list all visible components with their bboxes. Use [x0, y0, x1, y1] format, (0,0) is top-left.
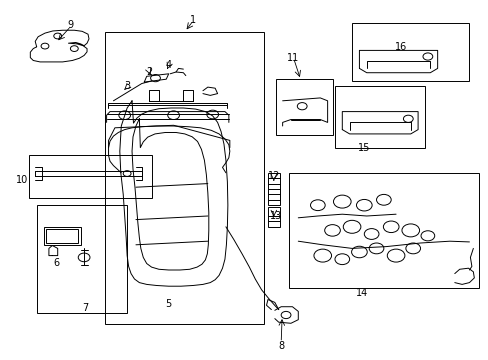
- Text: 3: 3: [124, 81, 130, 91]
- Text: 4: 4: [165, 60, 171, 70]
- Bar: [288, 173, 478, 288]
- Text: 15: 15: [357, 143, 370, 153]
- Text: 1: 1: [190, 15, 196, 25]
- Text: 16: 16: [394, 42, 407, 52]
- Text: 5: 5: [165, 299, 171, 309]
- Bar: [44, 227, 81, 245]
- Bar: [267, 173, 279, 205]
- Text: 8: 8: [278, 341, 284, 351]
- Text: 13: 13: [269, 211, 282, 221]
- Text: 6: 6: [53, 258, 59, 268]
- Text: 2: 2: [146, 67, 152, 77]
- Bar: [46, 229, 78, 243]
- Bar: [276, 79, 332, 135]
- Bar: [351, 23, 468, 81]
- Text: 11: 11: [286, 53, 299, 63]
- Bar: [334, 86, 425, 148]
- Text: 9: 9: [68, 20, 74, 30]
- Text: 7: 7: [82, 303, 88, 313]
- Bar: [29, 155, 151, 198]
- Text: 12: 12: [267, 171, 280, 181]
- Text: 10: 10: [16, 175, 28, 185]
- Bar: [267, 207, 279, 227]
- Bar: [105, 32, 264, 324]
- Bar: [37, 205, 127, 313]
- Text: 14: 14: [355, 288, 367, 298]
